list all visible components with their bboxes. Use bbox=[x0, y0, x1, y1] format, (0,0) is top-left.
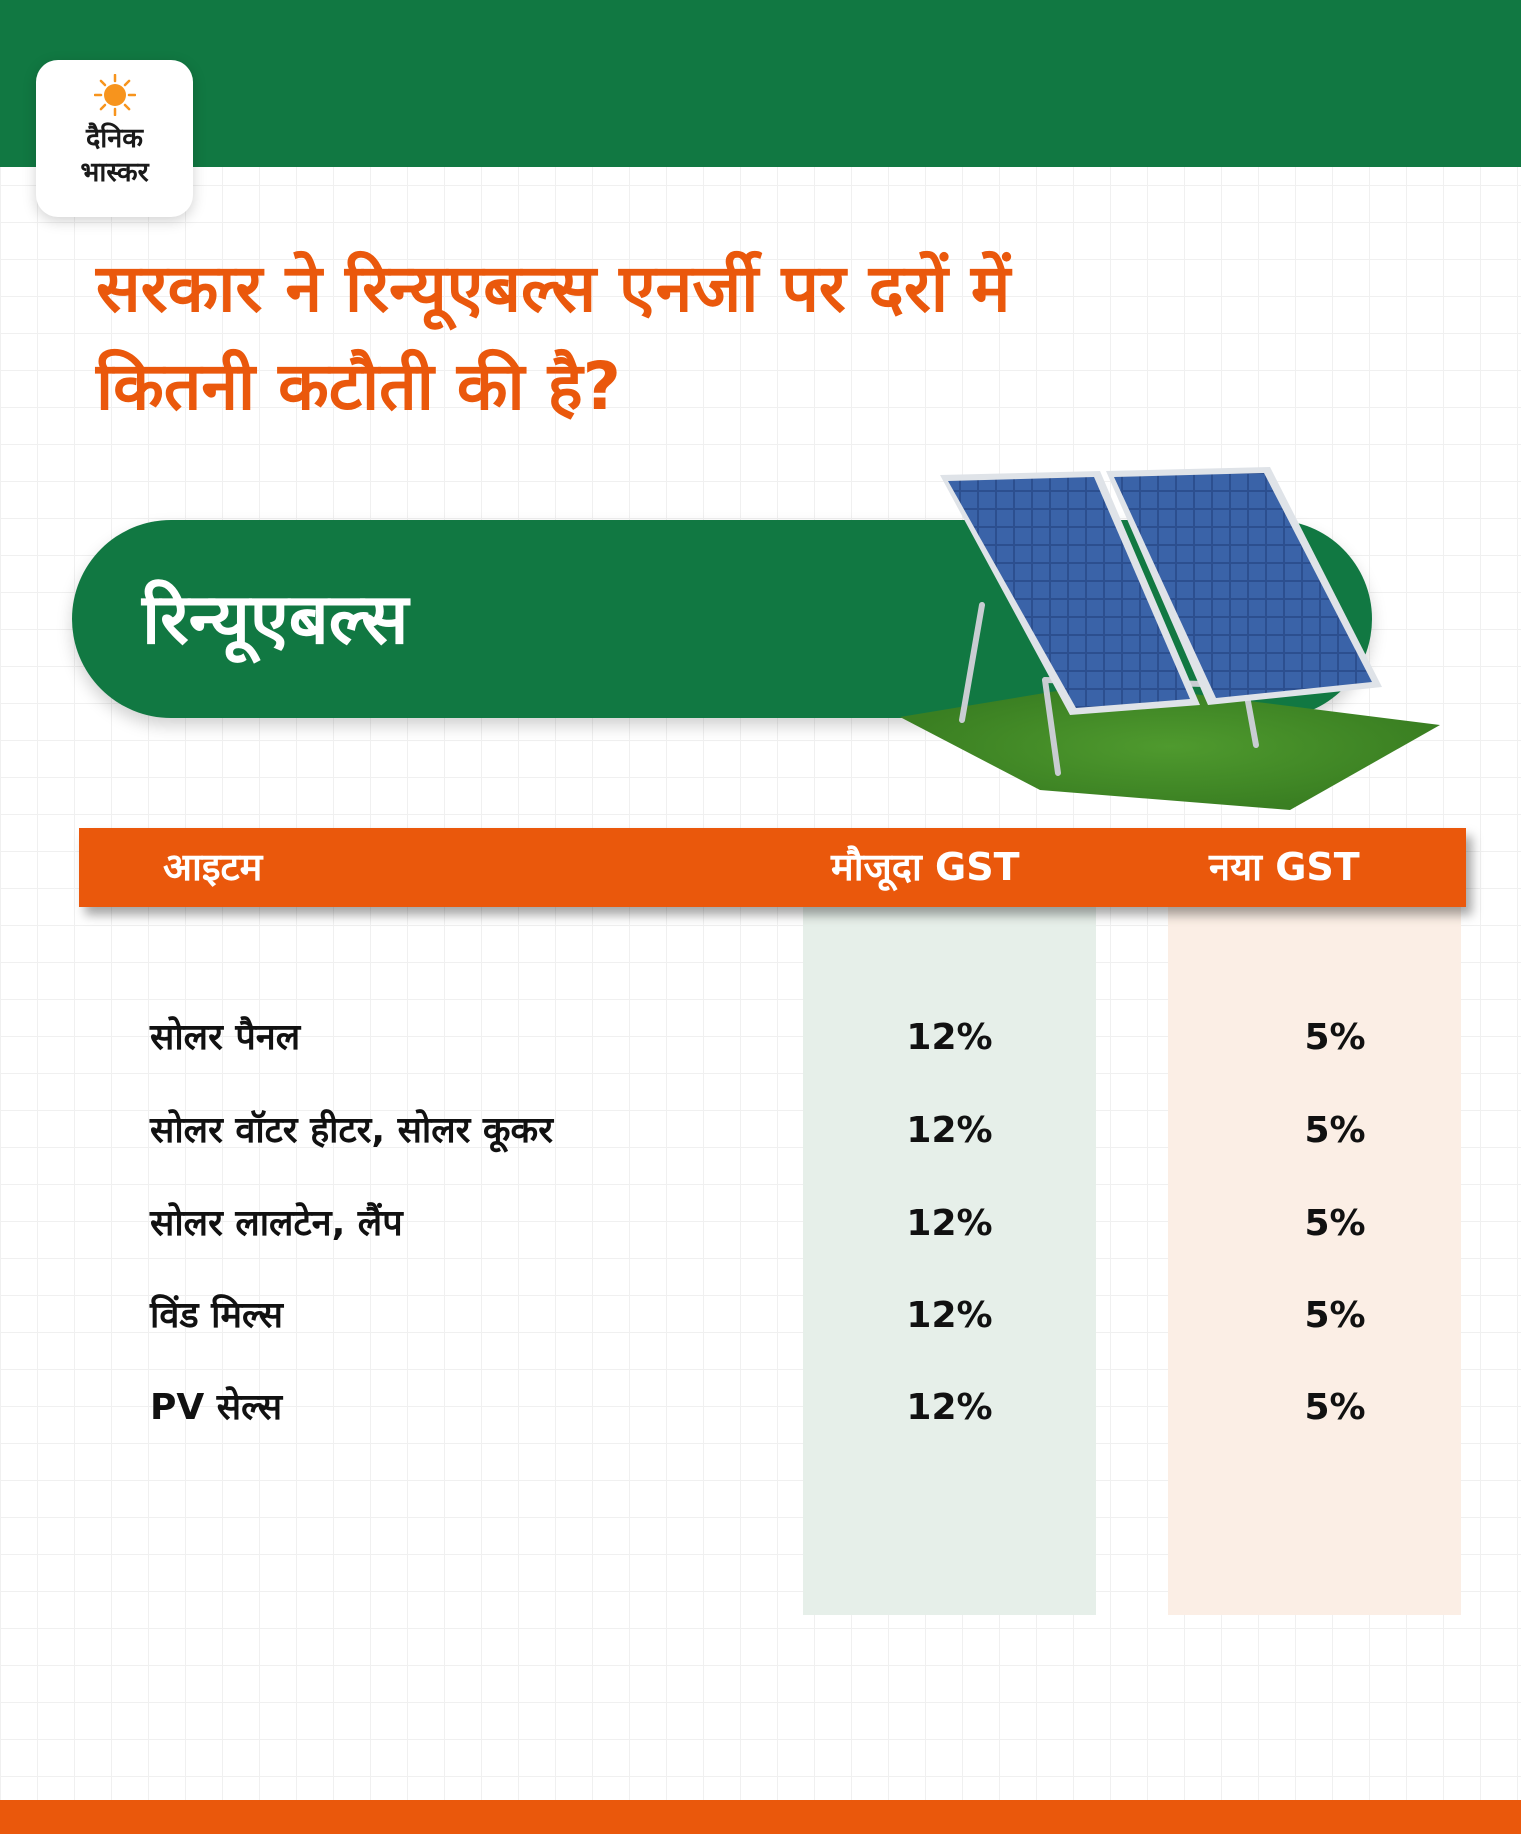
header-current-gst: मौजूदा GST bbox=[831, 845, 1020, 889]
solar-panel-right bbox=[1106, 467, 1382, 705]
row-new-gst: 5% bbox=[1304, 1387, 1366, 1428]
dainik-bhaskar-logo: दैनिक भास्कर bbox=[36, 60, 193, 217]
category-label: रिन्यूएबल्स bbox=[142, 578, 409, 660]
row-item: सोलर पैनल bbox=[150, 1017, 301, 1058]
new-gst-column-bg bbox=[1168, 900, 1461, 1615]
row-item: PV सेल्स bbox=[150, 1387, 283, 1428]
table-row: विंड मिल्स 12% 5% bbox=[0, 1286, 1521, 1346]
header-new-gst: नया GST bbox=[1209, 845, 1360, 889]
row-current-gst: 12% bbox=[906, 1110, 993, 1151]
table-header: आइटम मौजूदा GST नया GST bbox=[79, 828, 1466, 907]
table-row: सोलर वॉटर हीटर, सोलर कूकर 12% 5% bbox=[0, 1101, 1521, 1161]
top-green-band bbox=[0, 0, 1521, 167]
table-row: सोलर लालटेन, लैंप 12% 5% bbox=[0, 1194, 1521, 1254]
row-current-gst: 12% bbox=[906, 1017, 993, 1058]
row-item: विंड मिल्स bbox=[150, 1295, 283, 1336]
table-row: सोलर पैनल 12% 5% bbox=[0, 1008, 1521, 1068]
headline-line2: कितनी कटौती की है? bbox=[96, 348, 621, 425]
row-item: सोलर लालटेन, लैंप bbox=[150, 1203, 403, 1244]
row-current-gst: 12% bbox=[906, 1295, 993, 1336]
grass-patch bbox=[900, 683, 1440, 810]
solar-panel-illustration bbox=[900, 467, 1440, 810]
logo-text-line2: भास्कर bbox=[80, 157, 149, 188]
table-row: PV सेल्स 12% 5% bbox=[0, 1378, 1521, 1438]
row-new-gst: 5% bbox=[1304, 1110, 1366, 1151]
page-headline: सरकार ने रिन्यूएबल्स एनर्जी पर दरों में … bbox=[96, 240, 1396, 436]
row-item: सोलर वॉटर हीटर, सोलर कूकर bbox=[150, 1110, 553, 1151]
headline-line1: सरकार ने रिन्यूएबल्स एनर्जी पर दरों में bbox=[96, 250, 1011, 327]
row-new-gst: 5% bbox=[1304, 1295, 1366, 1336]
sun-logo-icon bbox=[94, 74, 136, 116]
solar-panel-left bbox=[940, 471, 1200, 715]
row-new-gst: 5% bbox=[1304, 1017, 1366, 1058]
current-gst-column-bg bbox=[803, 900, 1096, 1615]
row-current-gst: 12% bbox=[906, 1203, 993, 1244]
row-new-gst: 5% bbox=[1304, 1203, 1366, 1244]
bottom-orange-band bbox=[0, 1800, 1521, 1834]
row-current-gst: 12% bbox=[906, 1387, 993, 1428]
logo-text-line1: दैनिक bbox=[85, 123, 144, 154]
header-item: आइटम bbox=[163, 845, 263, 889]
